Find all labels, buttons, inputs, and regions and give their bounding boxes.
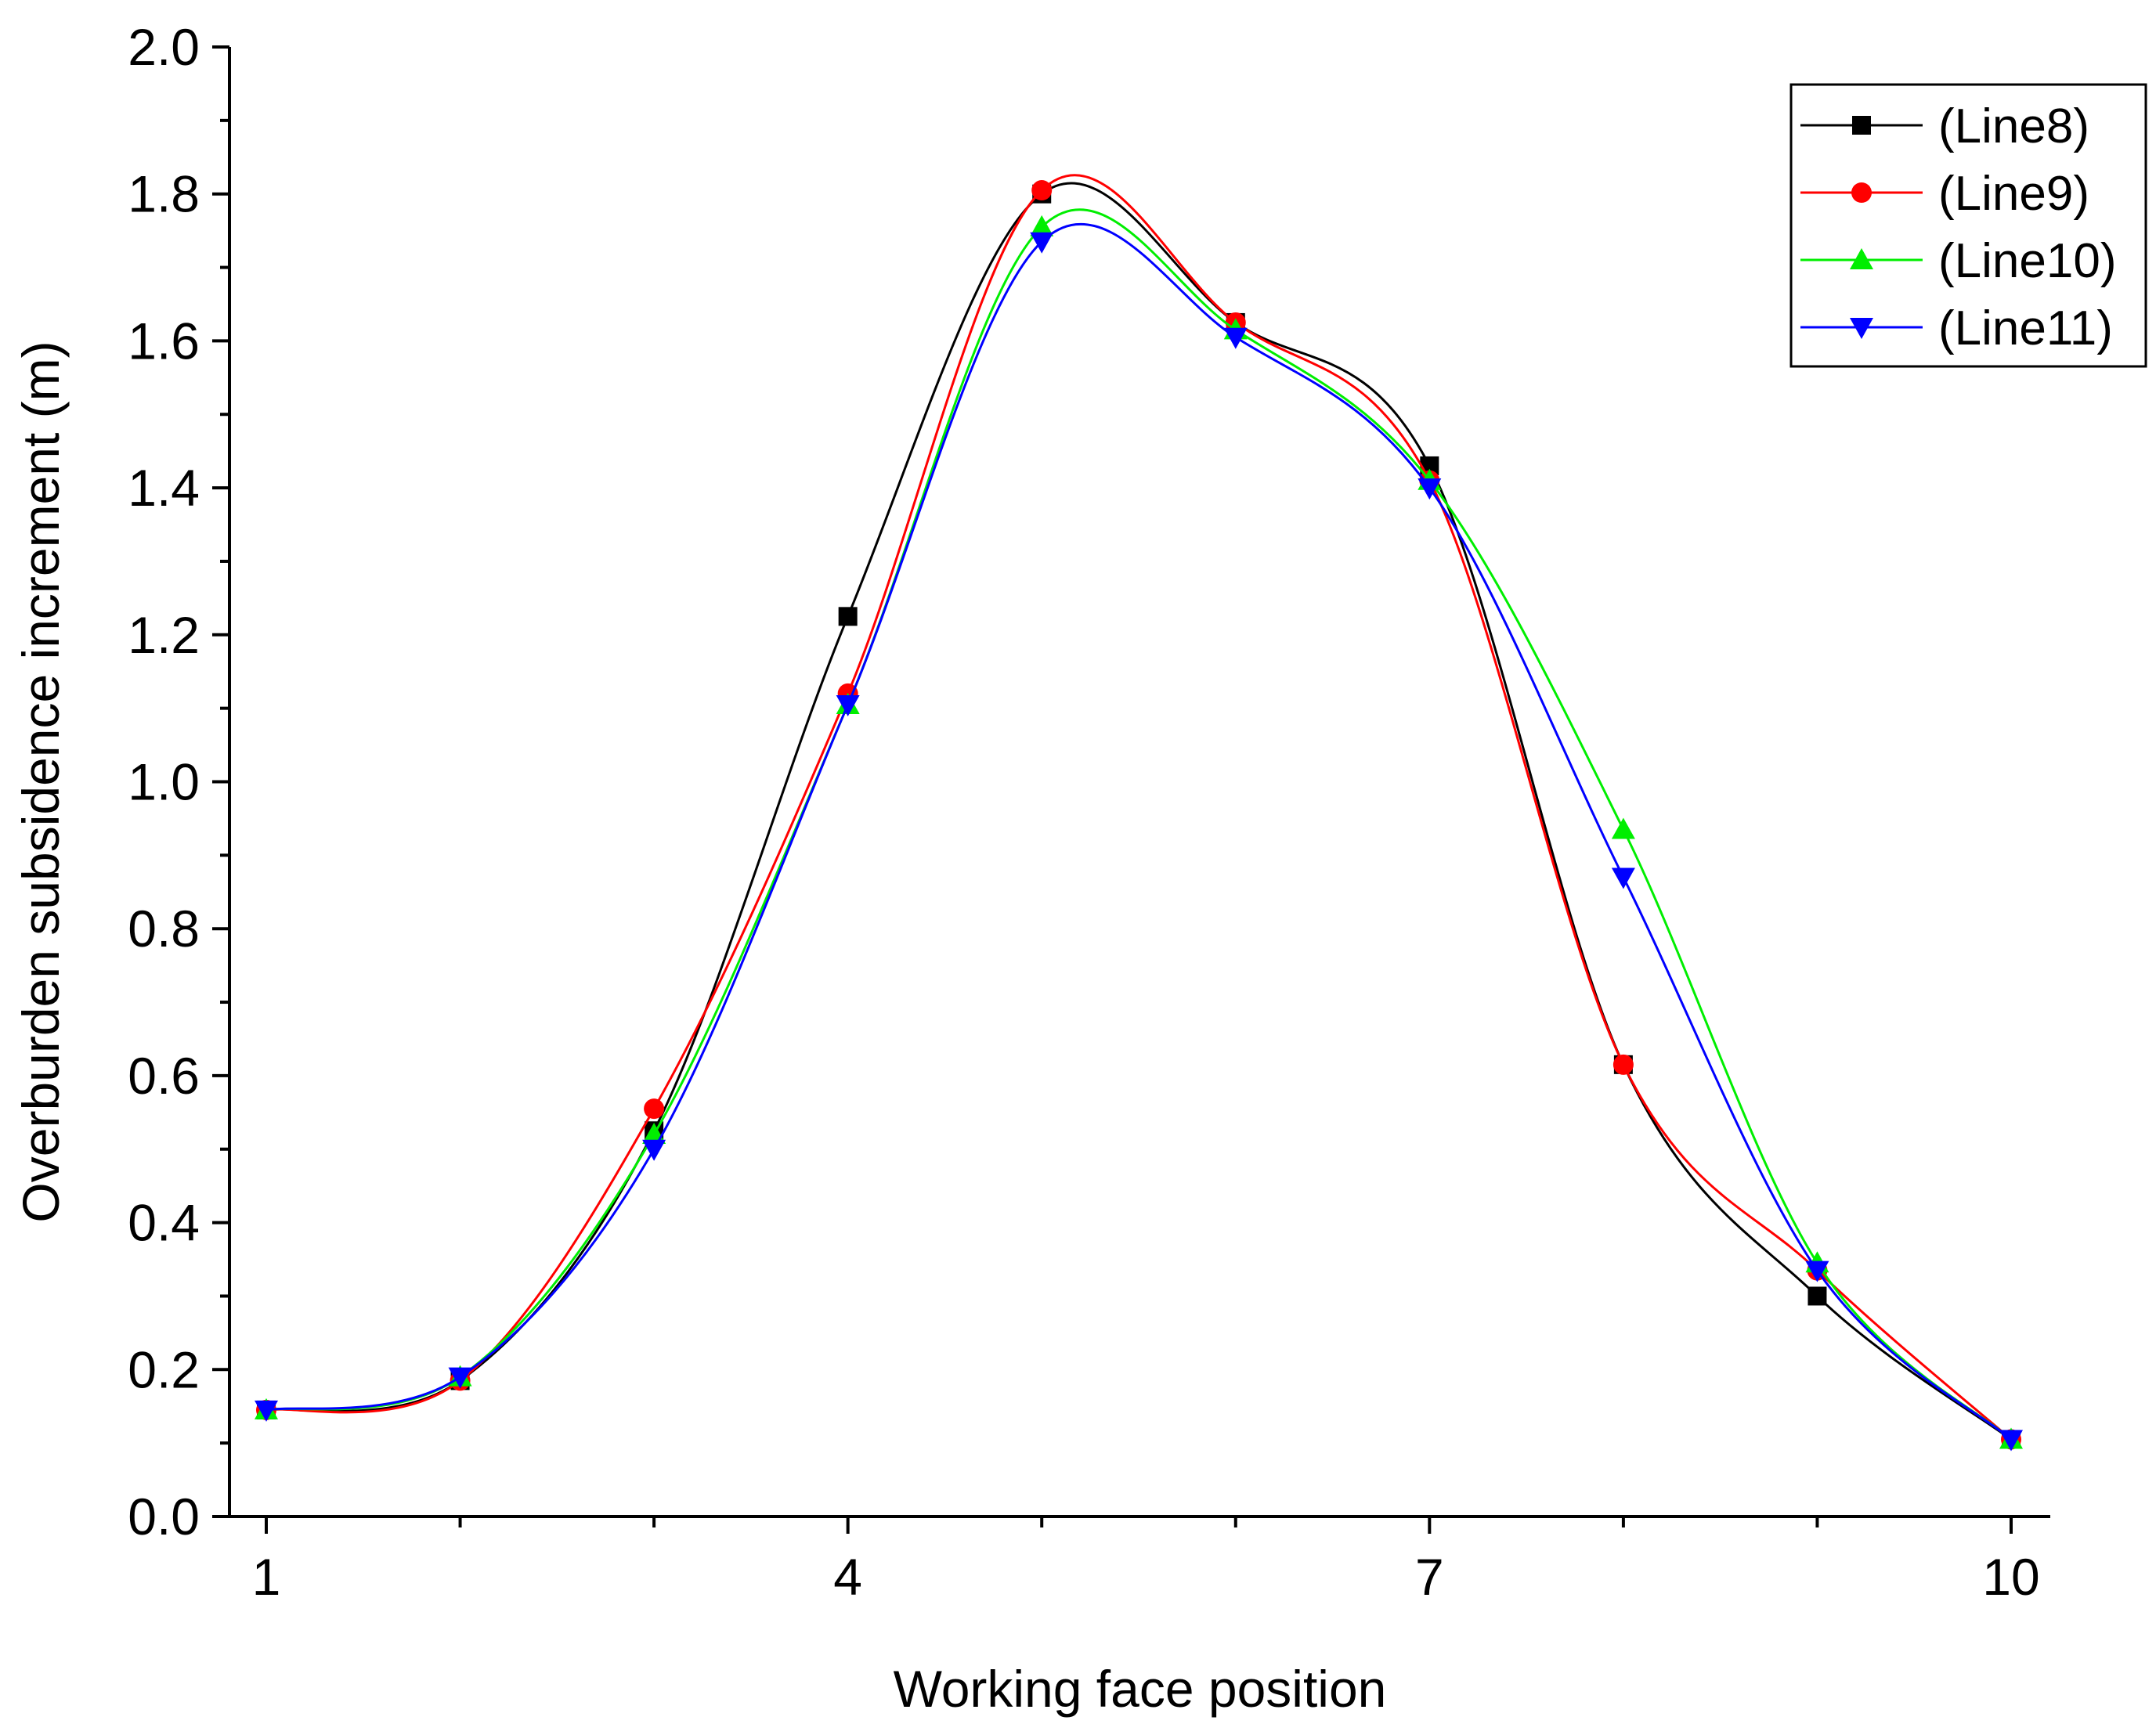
y-tick-label: 2.0 bbox=[128, 18, 200, 76]
data-point bbox=[838, 607, 858, 626]
series-2 bbox=[256, 174, 2021, 1450]
legend-marker bbox=[1850, 248, 1873, 269]
legend-label: (Line11) bbox=[1938, 301, 2113, 355]
legend-label: (Line10) bbox=[1938, 234, 2116, 288]
legend-label: (Line9) bbox=[1938, 167, 2089, 221]
legend-entry: (Line9) bbox=[1800, 167, 2089, 221]
data-point bbox=[1999, 1430, 2023, 1452]
series-line bbox=[265, 174, 2012, 1441]
x-tick-label: 10 bbox=[1982, 1548, 2039, 1606]
data-point bbox=[1611, 817, 1635, 839]
x-tick-label: 7 bbox=[1415, 1548, 1444, 1606]
legend-entry: (Line10) bbox=[1800, 234, 2116, 288]
data-point bbox=[642, 1139, 666, 1161]
y-tick-label: 0.2 bbox=[128, 1340, 200, 1398]
legend-entry: (Line11) bbox=[1800, 301, 2113, 355]
y-tick-label: 1.2 bbox=[128, 606, 200, 664]
x-tick-label: 4 bbox=[833, 1548, 862, 1606]
data-point bbox=[1031, 180, 1053, 201]
data-point bbox=[448, 1367, 472, 1389]
legend-entry: (Line8) bbox=[1800, 99, 2089, 153]
data-point bbox=[1223, 327, 1248, 349]
legend-marker bbox=[1851, 182, 1872, 203]
data-point bbox=[1417, 478, 1442, 500]
x-axis-title: Working face position bbox=[894, 1660, 1387, 1718]
y-tick-label: 0.0 bbox=[128, 1488, 200, 1545]
legend-box bbox=[1789, 83, 2147, 368]
data-point bbox=[1808, 1286, 1827, 1306]
series-line bbox=[265, 222, 2012, 1441]
y-axis-title: Overburden subsidence increment (m) bbox=[12, 341, 70, 1222]
series-line bbox=[265, 182, 2012, 1441]
data-point bbox=[644, 1098, 665, 1120]
y-tick-label: 0.6 bbox=[128, 1047, 200, 1105]
y-tick-label: 1.0 bbox=[128, 753, 200, 811]
data-point bbox=[255, 1400, 278, 1422]
legend-label: (Line8) bbox=[1938, 99, 2089, 153]
y-tick-label: 0.8 bbox=[128, 900, 200, 958]
y-tick-label: 0.4 bbox=[128, 1194, 200, 1252]
data-point bbox=[1030, 232, 1054, 254]
data-point bbox=[1612, 1054, 1634, 1075]
legend-marker bbox=[1850, 318, 1873, 339]
data-point bbox=[1805, 1261, 1829, 1282]
y-tick-label: 1.8 bbox=[128, 165, 200, 223]
data-point bbox=[1611, 867, 1635, 889]
series-1 bbox=[257, 182, 2021, 1449]
series-4 bbox=[255, 222, 2023, 1452]
legend: (Line8) (Line9) (Line10) (Line11) bbox=[1789, 83, 2147, 368]
y-tick-label: 1.4 bbox=[128, 459, 200, 517]
series-line bbox=[265, 208, 2013, 1441]
x-tick-label: 1 bbox=[252, 1548, 281, 1606]
y-tick-label: 1.6 bbox=[128, 312, 200, 370]
legend-marker bbox=[1852, 116, 1871, 135]
data-point bbox=[836, 694, 860, 716]
axes: 0.0 0.2 0.4 0.6 0.8 1.0 1.2 1.4 1.6 1.8 2.0 1 4 7 10 bbox=[128, 18, 2050, 1606]
series-3 bbox=[255, 208, 2023, 1449]
data-point bbox=[1030, 215, 1054, 236]
series-layer bbox=[255, 174, 2023, 1452]
